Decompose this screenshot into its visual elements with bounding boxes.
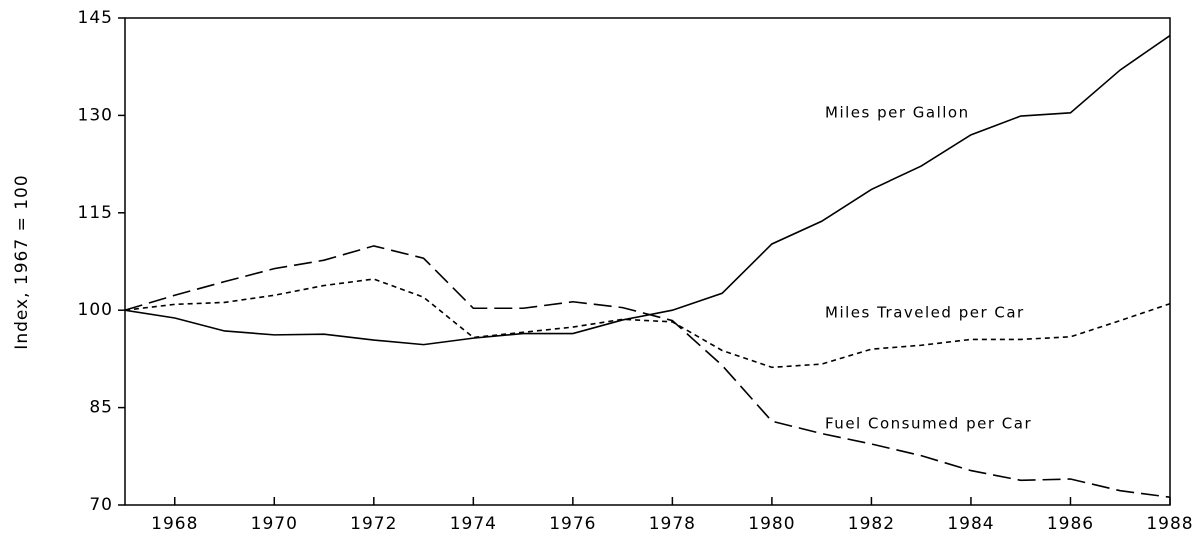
- x-tick-label: 1986: [1047, 514, 1094, 534]
- x-tick-label: 1976: [549, 514, 596, 534]
- x-tick-label: 1980: [748, 514, 795, 534]
- series-label: Miles per Gallon: [825, 104, 970, 122]
- y-tick-label: 115: [78, 203, 113, 223]
- x-tick-label: 1968: [151, 514, 198, 534]
- series-label: Fuel Consumed per Car: [825, 415, 1032, 433]
- series-line: [124, 278, 1171, 369]
- y-tick-label: 100: [78, 300, 113, 320]
- x-tick-label: 1984: [947, 514, 994, 534]
- y-tick-label: 85: [89, 398, 113, 418]
- series-line: [124, 245, 1171, 499]
- plot-frame: [124, 17, 1171, 506]
- x-tick-label: 1972: [350, 514, 397, 534]
- y-tick-label: 70: [89, 495, 113, 515]
- x-tick-label: 1982: [848, 514, 895, 534]
- x-tick-label: 1988: [1146, 514, 1193, 534]
- series-line: [124, 34, 1171, 346]
- x-tick-label: 1978: [649, 514, 696, 534]
- x-tick-label: 1974: [450, 514, 497, 534]
- series-label: Miles Traveled per Car: [825, 304, 1025, 322]
- y-tick-label: 130: [78, 105, 113, 125]
- y-axis-label: Index, 1967 = 100: [12, 174, 32, 349]
- x-tick-label: 1970: [251, 514, 298, 534]
- y-tick-label: 145: [78, 8, 113, 28]
